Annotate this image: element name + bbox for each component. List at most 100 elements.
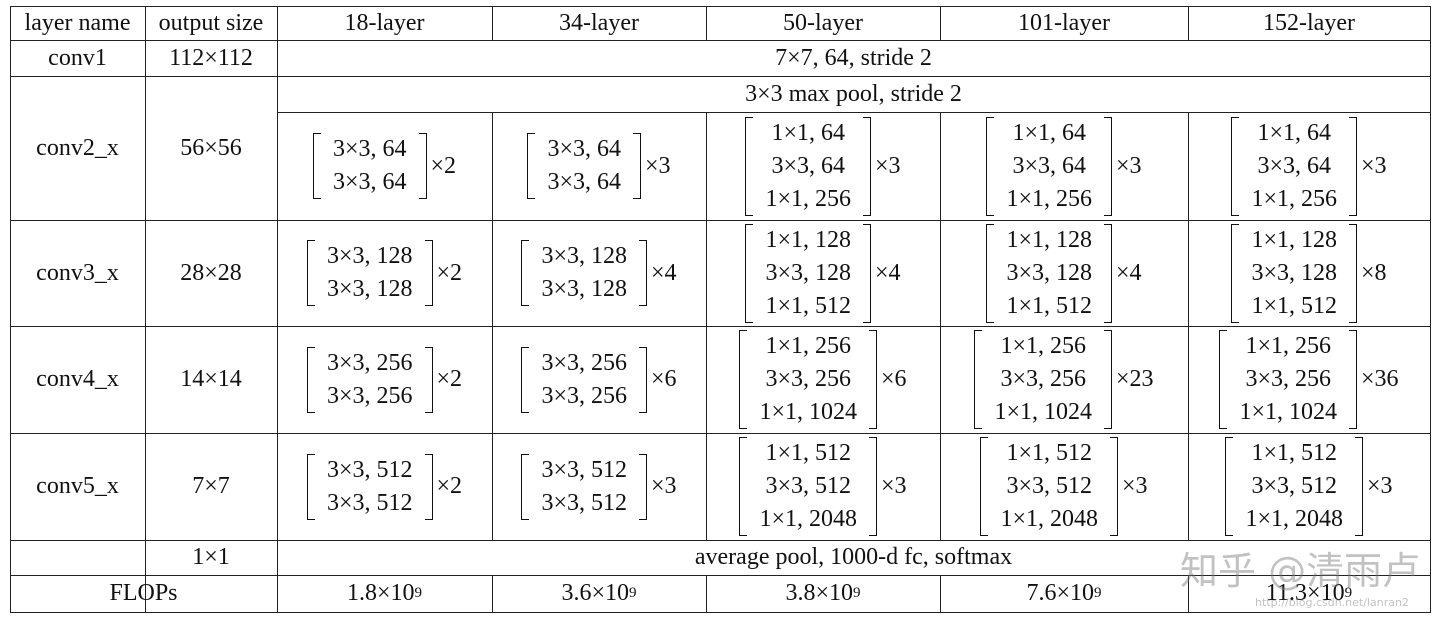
rule-v (940, 326, 941, 433)
bracket-left (1231, 223, 1240, 323)
flops-label: FLOPs (109, 580, 178, 606)
bracket-group: 3×3, 64 3×3, 64 (312, 133, 427, 199)
rule-v (492, 112, 493, 220)
bracket-right (1349, 116, 1357, 216)
block-cell: 1×1, 256 3×3, 256 1×1, 1024 ×23 (940, 326, 1188, 433)
block-line: 1×1, 64 (771, 119, 845, 146)
rule-v (277, 6, 278, 612)
bracket-group: 1×1, 512 3×3, 512 1×1, 2048 (739, 437, 877, 536)
block: 3×3, 256 3×3, 256 ×6 (521, 346, 677, 413)
flops-base: 3.8×10 (785, 580, 854, 606)
rule-v (492, 6, 493, 40)
block: 1×1, 128 3×3, 128 1×1, 512 ×4 (745, 223, 901, 323)
block-line: 3×3, 512 (765, 473, 851, 499)
bracket-right (1104, 330, 1112, 429)
bracket-group: 1×1, 64 3×3, 64 1×1, 256 (745, 116, 871, 216)
multiplier: ×3 (1122, 473, 1148, 499)
bracket-left (306, 453, 315, 520)
flops-exp: 9 (1344, 585, 1353, 601)
multiplier: ×23 (1116, 366, 1154, 392)
block: 1×1, 128 3×3, 128 1×1, 512 ×8 (1231, 223, 1387, 323)
block-cell: 3×3, 64 3×3, 64 ×3 (492, 112, 706, 220)
bracket-left (521, 453, 530, 520)
block-lines: 1×1, 64 3×3, 64 1×1, 256 (753, 117, 863, 216)
flops-base: 7.6×10 (1026, 580, 1095, 606)
block-lines: 3×3, 512 3×3, 512 (529, 454, 639, 520)
block-lines: 1×1, 512 3×3, 512 1×1, 2048 (747, 437, 869, 536)
block: 3×3, 64 3×3, 64 ×3 (527, 133, 671, 199)
multiplier: ×2 (436, 473, 463, 499)
rule-h (10, 612, 1431, 613)
bracket-right (633, 133, 641, 199)
block: 1×1, 64 3×3, 64 1×1, 256 ×3 (986, 116, 1142, 216)
bracket-group: 3×3, 256 3×3, 256 (306, 346, 433, 413)
flops-exp: 9 (1094, 585, 1102, 601)
block-line: 3×3, 128 (1251, 259, 1337, 286)
bracket-group: 3×3, 512 3×3, 512 (521, 453, 647, 520)
bracket-group: 3×3, 64 3×3, 64 (527, 133, 641, 199)
rule-v (492, 575, 493, 612)
block-lines: 1×1, 512 3×3, 512 1×1, 2048 (1233, 437, 1355, 536)
bracket-group: 1×1, 128 3×3, 128 1×1, 512 (986, 223, 1112, 323)
bracket-group: 3×3, 256 3×3, 256 (521, 346, 647, 413)
block-line: 3×3, 64 (1012, 152, 1086, 179)
rule-v (492, 326, 493, 433)
bracket-left (745, 223, 754, 323)
block-cell: 1×1, 128 3×3, 128 1×1, 512 ×4 (940, 220, 1188, 326)
block: 1×1, 512 3×3, 512 1×1, 2048 ×3 (1225, 437, 1393, 536)
bracket-left (745, 116, 754, 216)
bracket-left (312, 133, 321, 199)
block-lines: 3×3, 256 3×3, 256 (529, 347, 639, 413)
block-line: 3×3, 128 (1006, 259, 1092, 286)
flops-exp: 9 (629, 585, 637, 601)
output-size: 112×112 (169, 44, 253, 71)
layer-name: conv3_x (36, 259, 119, 286)
rule-v (145, 6, 146, 612)
block-cell: 1×1, 128 3×3, 128 1×1, 512 ×8 (1188, 220, 1430, 326)
block: 1×1, 256 3×3, 256 1×1, 1024 ×6 (739, 330, 907, 429)
bracket-right (639, 453, 647, 520)
block: 1×1, 512 3×3, 512 1×1, 2048 ×3 (739, 437, 907, 536)
bracket-right (863, 223, 871, 323)
output-size: 28×28 (180, 259, 242, 286)
rule-v (1430, 6, 1431, 613)
rule-h (10, 220, 1431, 221)
header-cell: 18-layer (344, 9, 425, 36)
bracket-right (418, 133, 427, 199)
block: 3×3, 512 3×3, 512 ×2 (306, 453, 463, 520)
flops-cell: 11.3×10 9 (1188, 575, 1430, 612)
bracket-left (521, 240, 530, 306)
block-line: 3×3, 512 (326, 456, 413, 483)
bracket-left (1219, 330, 1228, 429)
block-cell: 3×3, 512 3×3, 512 ×3 (492, 433, 706, 540)
block-line: 3×3, 256 (541, 382, 627, 409)
block-cell: 1×1, 512 3×3, 512 1×1, 2048 ×3 (1188, 433, 1430, 540)
block-lines: 1×1, 128 3×3, 128 1×1, 512 (994, 224, 1104, 323)
rule-v (706, 575, 707, 612)
bracket-group: 1×1, 512 3×3, 512 1×1, 2048 (980, 437, 1118, 536)
bracket-right (1110, 437, 1118, 536)
span-cell: average pool, 1000-d fc, softmax (694, 544, 1013, 570)
block-line: 1×1, 2048 (1245, 506, 1343, 532)
bracket-left (1225, 437, 1234, 536)
block-lines: 1×1, 64 3×3, 64 1×1, 256 (994, 117, 1104, 216)
multiplier: ×36 (1361, 366, 1399, 392)
header-cell: layer name (24, 9, 131, 36)
rule-v (492, 433, 493, 540)
bracket-left (306, 240, 315, 306)
rule-h (10, 40, 1431, 41)
bracket-right (869, 437, 877, 536)
output-size: 7×7 (192, 473, 230, 499)
block-line: 1×1, 256 (1251, 185, 1337, 212)
block-line: 1×1, 128 (1251, 226, 1337, 253)
block: 3×3, 512 3×3, 512 ×3 (521, 453, 677, 520)
multiplier: ×8 (1361, 259, 1387, 286)
block-line: 1×1, 1024 (994, 399, 1092, 425)
bracket-right (424, 346, 433, 413)
bracket-group: 1×1, 128 3×3, 128 1×1, 512 (745, 223, 871, 323)
rule-v (1188, 112, 1189, 220)
multiplier: ×2 (436, 366, 463, 392)
block-cell: 3×3, 256 3×3, 256 ×6 (492, 326, 706, 433)
block-cell: 3×3, 512 3×3, 512 ×2 (277, 433, 492, 540)
multiplier: ×3 (1116, 152, 1142, 179)
